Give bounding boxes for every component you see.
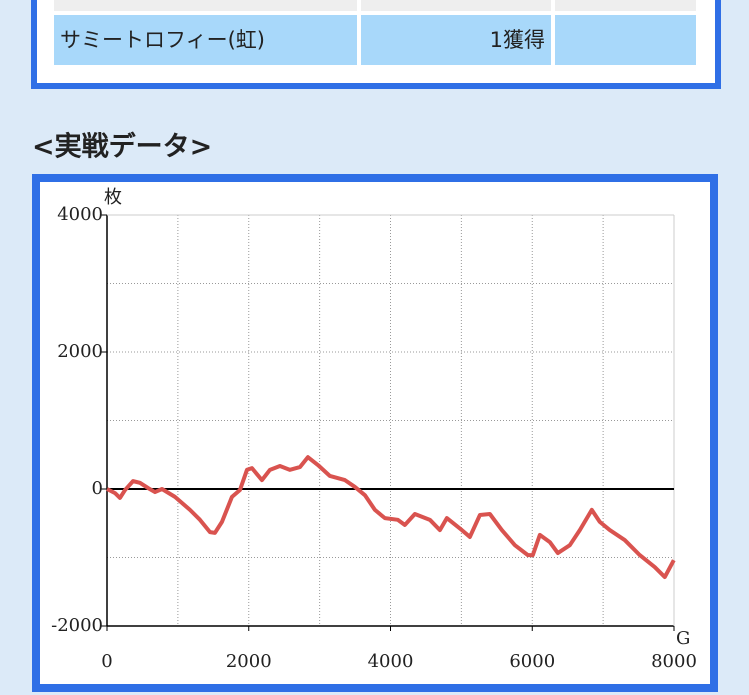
table-cell — [361, 0, 551, 11]
table-cell — [555, 0, 696, 11]
section-heading: <実戦データ> — [32, 131, 212, 163]
x-tick-label: 6000 — [509, 651, 555, 672]
table-cell — [54, 0, 357, 11]
table-text: 1獲得 — [490, 28, 545, 52]
y-tick-label: 4000 — [57, 204, 103, 225]
x-tick-label: 0 — [101, 651, 112, 672]
table-cell — [555, 15, 696, 65]
y-tick-label: 0 — [92, 478, 103, 499]
table-text: サミートロフィー(虹) — [60, 28, 265, 52]
y-axis-label: 枚 — [104, 187, 122, 208]
x-tick-label: 8000 — [651, 651, 697, 672]
x-tick-label: 4000 — [368, 651, 414, 672]
y-tick-label: 2000 — [57, 341, 103, 362]
table-cell — [361, 15, 551, 65]
x-tick-label: 2000 — [226, 651, 272, 672]
x-axis-label: G — [676, 628, 690, 649]
chart-frame — [32, 174, 718, 692]
y-tick-label: -2000 — [51, 615, 103, 636]
data-line — [106, 455, 676, 580]
table-cell — [54, 15, 357, 65]
